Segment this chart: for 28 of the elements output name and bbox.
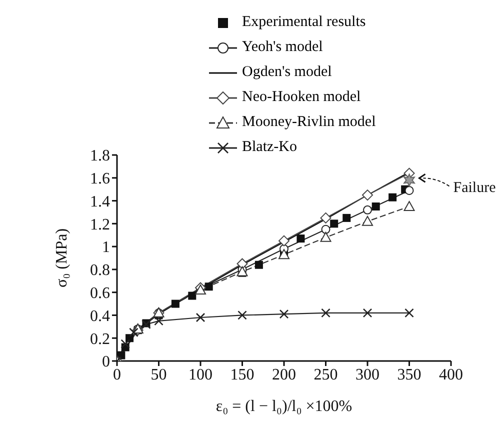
x-tick-label: 300: [356, 366, 380, 384]
x-tick-label: 350: [397, 366, 422, 384]
x-tick-label: 400: [439, 366, 463, 384]
y-tick-label: 0.4: [90, 308, 110, 325]
x-tick-label: 200: [272, 366, 296, 384]
x-tick-label: 0: [113, 366, 121, 384]
y-axis-title: σ₀ (MPa): [54, 228, 71, 288]
y-tick-label: 0.8: [90, 262, 110, 280]
y-tick-label: 0: [102, 354, 110, 371]
annotation: Failure: [453, 180, 496, 196]
y-tick-label: 1.8: [90, 148, 110, 165]
y-tick-label: 1: [102, 239, 110, 256]
y-tick-label: 1.4: [90, 193, 110, 210]
y-tick-label: 1.6: [90, 170, 110, 188]
legend-label: Yeoh's model: [242, 38, 323, 57]
legend-label: Blatz-Ko: [242, 138, 297, 157]
x-tick-label: 50: [150, 366, 167, 384]
x-tick-label: 250: [314, 366, 338, 384]
y-tick-label: 0.6: [90, 285, 110, 302]
legend-label: Neo-Hooken model: [242, 88, 361, 107]
x-tick-label: 100: [188, 366, 212, 384]
x-tick-label: 150: [230, 366, 254, 384]
x-axis-title: ε₀ = (l − l₀)/l₀ ×100%: [216, 398, 352, 415]
y-tick-label: 0.2: [90, 330, 110, 348]
legend-label: Mooney-Rivlin model: [242, 113, 376, 132]
y-tick-label: 1.2: [90, 216, 110, 234]
legend-label: Ogden's model: [242, 63, 332, 82]
legend-label: Experimental results: [242, 13, 366, 32]
